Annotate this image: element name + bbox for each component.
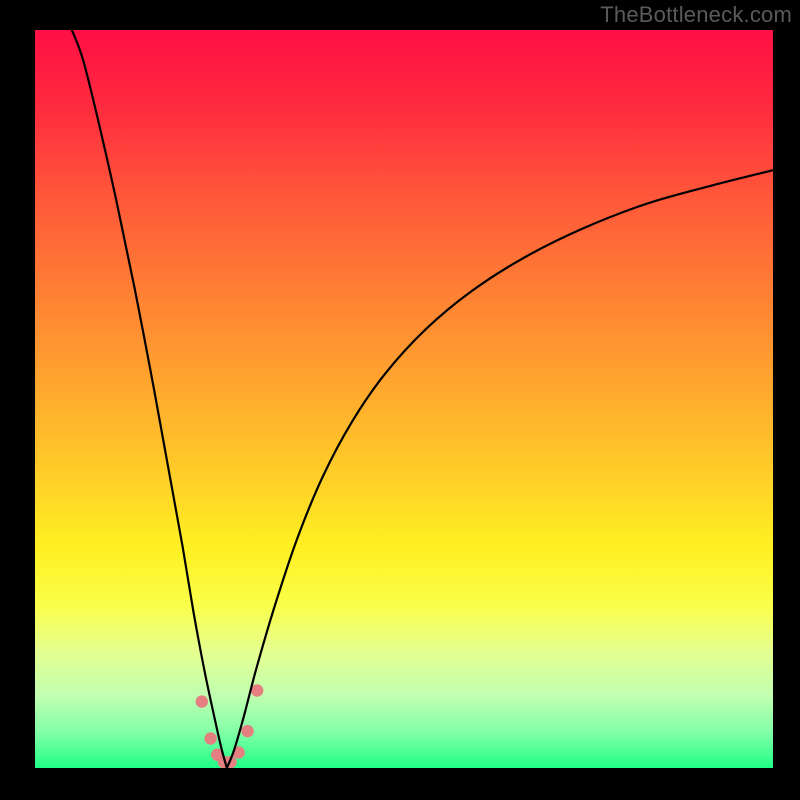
marker-dot [251,684,263,696]
curve-markers [196,684,264,768]
bottleneck-curve-chart [35,30,773,768]
marker-dot [204,732,216,744]
marker-dot [196,695,208,707]
curve-right-branch [227,170,773,768]
marker-dot [241,725,253,737]
plot-area [35,30,773,768]
curve-left-branch [72,30,227,768]
watermark-text: TheBottleneck.com [600,2,792,28]
